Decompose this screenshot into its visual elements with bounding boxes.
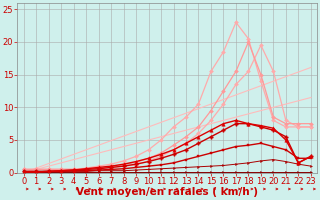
X-axis label: Vent moyen/en rafales ( km/h ): Vent moyen/en rafales ( km/h ): [76, 187, 258, 197]
